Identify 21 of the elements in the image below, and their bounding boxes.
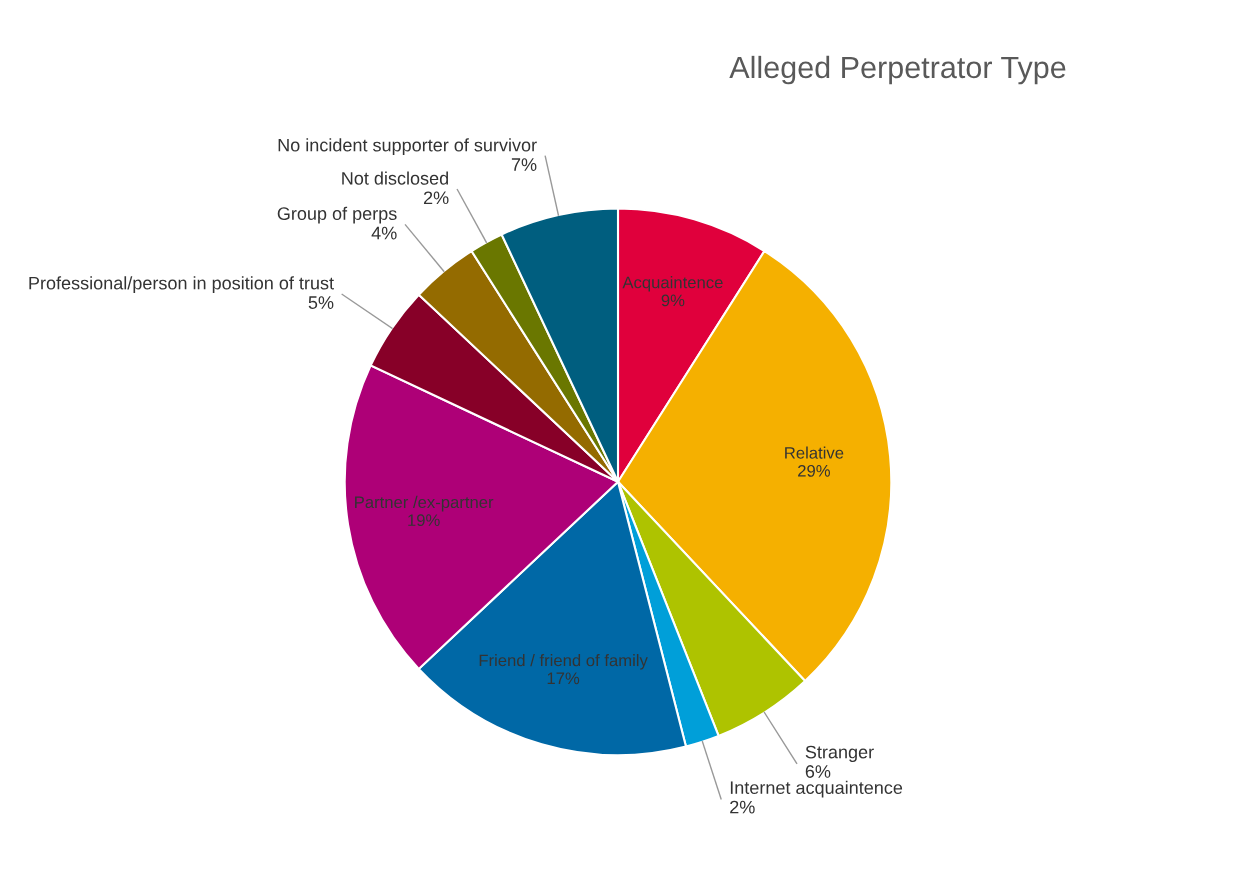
slice-label: Stranger bbox=[805, 745, 874, 763]
data-label: 17% bbox=[547, 672, 580, 685]
data-label: 29% bbox=[798, 464, 830, 477]
data-label: 7% bbox=[511, 158, 537, 171]
slice-label: No incident supporter of survivor bbox=[278, 138, 537, 156]
slice-label: Professional/person in position of trust bbox=[29, 276, 334, 294]
data-label: 6% bbox=[805, 765, 831, 778]
data-label: 4% bbox=[371, 226, 397, 240]
data-label: 19% bbox=[408, 514, 440, 527]
slice-label: Not disclosed bbox=[342, 171, 449, 185]
data-label: 2% bbox=[423, 191, 449, 205]
slice-label: Acquaintence bbox=[622, 276, 723, 292]
data-label: 5% bbox=[308, 296, 334, 309]
data-label: 2% bbox=[730, 800, 755, 814]
chart-title: Alleged Perpetrator Type bbox=[729, 55, 1066, 85]
slice-label: Friend / friend of family bbox=[479, 654, 648, 670]
slice-label: Group of perps bbox=[277, 206, 397, 224]
data-label: 9% bbox=[661, 294, 685, 307]
slice-label: Partner /ex-partner bbox=[355, 495, 494, 512]
slice-label: Internet acquaintence bbox=[730, 780, 903, 798]
slice-label: Relative bbox=[785, 446, 844, 459]
